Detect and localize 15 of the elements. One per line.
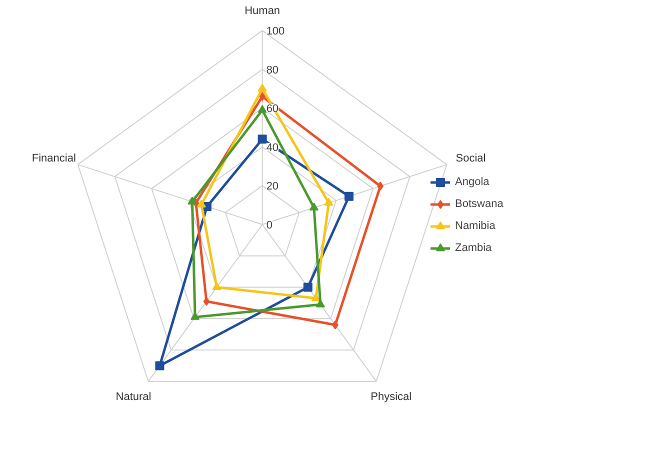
spoke-label: Financial xyxy=(32,152,76,165)
y-tick-label: 100 xyxy=(266,26,285,38)
y-tick-label: 80 xyxy=(266,64,279,76)
y-tick-label: 60 xyxy=(266,103,279,116)
y-tick-label: 0 xyxy=(266,220,272,232)
legend-label: Botswana xyxy=(455,198,504,210)
spoke-label: Social xyxy=(456,152,486,165)
legend-label: Namibia xyxy=(455,220,496,232)
spoke-label: Physical xyxy=(370,391,412,404)
legend-label: Angola xyxy=(455,176,490,188)
y-tick-label: 20 xyxy=(266,180,279,193)
y-tick-label: 40 xyxy=(266,142,279,154)
spoke-label: Natural xyxy=(116,391,152,404)
spoke-label: Human xyxy=(244,5,280,18)
legend-label: Zambia xyxy=(455,242,492,254)
